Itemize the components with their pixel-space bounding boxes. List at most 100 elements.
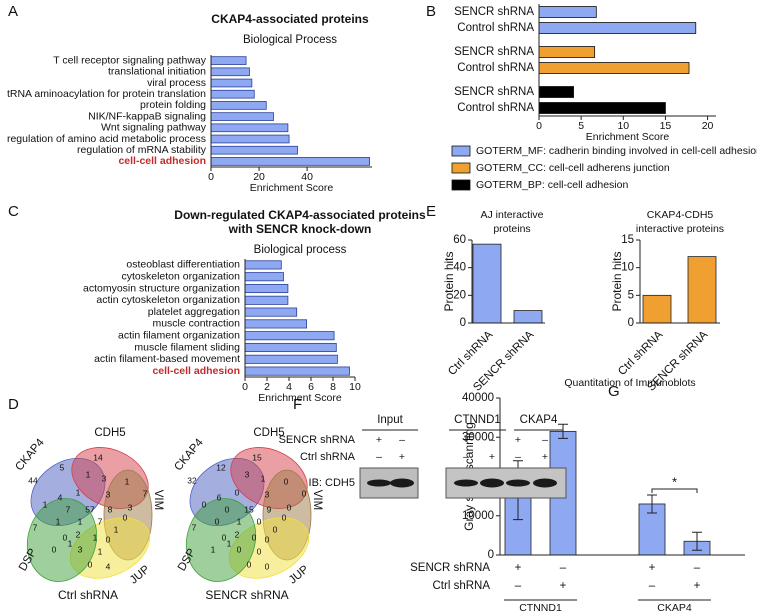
y-tick-label: 0 bbox=[488, 549, 494, 561]
x-tick-label: 8 bbox=[330, 381, 336, 393]
chart-subtitle: Biological process bbox=[254, 244, 347, 256]
condition-sign: – bbox=[515, 580, 522, 592]
venn-count: 1 bbox=[76, 487, 81, 497]
error-bar bbox=[558, 423, 568, 439]
x-tick-label: 10 bbox=[349, 381, 361, 393]
x-tick-label: 40 bbox=[301, 171, 313, 183]
y-tick-label: platelet aggregation bbox=[148, 306, 240, 318]
blot-band bbox=[454, 479, 478, 487]
venn-count: 5 bbox=[60, 462, 65, 472]
blot-column-label: Input bbox=[377, 414, 403, 426]
x-tick-label: 20 bbox=[702, 120, 714, 132]
y-tick-label: muscle contraction bbox=[152, 318, 240, 330]
y-tick-label: 40000 bbox=[462, 392, 494, 404]
bar bbox=[244, 272, 284, 282]
y-tick-label: cell-cell adhesion bbox=[152, 365, 240, 377]
venn-count: 57 bbox=[85, 504, 95, 514]
condition-sign: – bbox=[560, 562, 567, 574]
y-tick-label: NIK/NF-kappaB signaling bbox=[88, 110, 206, 122]
venn-count: 1 bbox=[261, 473, 266, 483]
venn-count: 1 bbox=[86, 469, 91, 479]
venn-set-label: VIM bbox=[152, 490, 164, 510]
venn-count: 1 bbox=[93, 532, 98, 542]
chart-title: AJ interactive bbox=[480, 209, 543, 221]
x-axis-title: Enrichment Score bbox=[258, 392, 342, 404]
bar bbox=[538, 86, 574, 98]
venn-count: 4 bbox=[106, 561, 111, 571]
blot-band bbox=[480, 478, 504, 488]
chart-title: interactive proteins bbox=[636, 223, 724, 235]
y-tick-label: actin cytoskeleton organization bbox=[96, 294, 240, 306]
x-axis-title: Enrichment Score bbox=[250, 182, 334, 194]
y-tick-label: 10 bbox=[621, 262, 634, 274]
venn-count: 0 bbox=[215, 516, 220, 526]
significance-bracket bbox=[651, 488, 698, 493]
venn-set-label: CDH5 bbox=[94, 427, 125, 439]
panel-label: F bbox=[293, 396, 302, 413]
venn-count: 1 bbox=[98, 546, 103, 556]
y-tick-label: actomyosin structure organization bbox=[83, 282, 240, 294]
bar bbox=[210, 157, 370, 166]
venn-count: 0 bbox=[284, 476, 289, 486]
venn-count: 0 bbox=[88, 559, 93, 569]
y-tick-label: SENCR shRNA bbox=[454, 46, 534, 58]
blot-sign: – bbox=[542, 434, 548, 446]
bar bbox=[210, 78, 253, 88]
bar bbox=[210, 112, 274, 121]
venn-count: 0 bbox=[257, 546, 262, 556]
venn-count: 7 bbox=[98, 516, 103, 526]
y-tick-label: 40 bbox=[453, 262, 466, 274]
venn-count: 2 bbox=[76, 529, 81, 539]
bar bbox=[244, 295, 289, 305]
blot-band bbox=[533, 478, 557, 488]
blot-sign: – bbox=[376, 451, 382, 463]
x-tick-label: 6 bbox=[308, 381, 314, 393]
y-tick-label: 0 bbox=[628, 317, 634, 329]
blot-band bbox=[390, 478, 414, 488]
bar bbox=[244, 354, 338, 364]
legend-swatch bbox=[451, 162, 471, 174]
bar bbox=[513, 310, 543, 324]
blot-sign: + bbox=[463, 434, 469, 446]
venn-set-label: CKAP4 bbox=[172, 436, 206, 473]
venn-count: 7 bbox=[143, 488, 148, 498]
venn-count: 0 bbox=[273, 524, 278, 534]
y-tick-label: cytoskeleton organization bbox=[122, 270, 241, 282]
legend-label: GOTERM_MF: cadherin binding involved in … bbox=[476, 145, 757, 157]
legend-swatch bbox=[451, 145, 471, 157]
chart-title: Quantitation of Immunoblots bbox=[564, 377, 695, 389]
blot-sign: + bbox=[376, 434, 382, 446]
blot-sign: – bbox=[463, 451, 469, 463]
venn-count: 0 bbox=[106, 534, 111, 544]
y-tick-label: actin filament organization bbox=[118, 329, 240, 341]
blot-sign: – bbox=[489, 434, 495, 446]
y-tick-label: 60 bbox=[453, 234, 466, 246]
panel-label: C bbox=[8, 203, 19, 220]
x-tick-label: 4 bbox=[286, 381, 292, 393]
venn-count: 7 bbox=[33, 522, 38, 532]
venn-set-label: VIM bbox=[311, 490, 323, 510]
venn-count: 3 bbox=[265, 489, 270, 499]
x-tick-label: 0 bbox=[536, 120, 542, 132]
error-bar bbox=[647, 494, 657, 514]
blot-sign: + bbox=[489, 451, 495, 463]
venn-count: 0 bbox=[235, 487, 240, 497]
blot-sign: + bbox=[399, 451, 405, 463]
y-tick-label: SENCR shRNA bbox=[454, 86, 534, 98]
venn-count: 15 bbox=[252, 452, 262, 462]
y-tick-label: Control shRNA bbox=[457, 62, 534, 74]
chart-title: proteins bbox=[493, 223, 530, 235]
condition-sign: + bbox=[515, 562, 522, 574]
venn-count: 0 bbox=[225, 504, 230, 514]
venn-count: 1 bbox=[68, 538, 73, 548]
venn-set bbox=[186, 498, 256, 582]
x-tick-label: Ctrl shRNA bbox=[616, 329, 665, 378]
chart-title: CKAP4-CDH5 bbox=[647, 209, 714, 221]
bar bbox=[210, 145, 298, 155]
bar bbox=[538, 102, 666, 114]
venn-count: 0 bbox=[302, 488, 307, 498]
venn-count: 32 bbox=[187, 475, 197, 485]
y-tick-label: 0 bbox=[460, 317, 466, 329]
bar bbox=[642, 294, 672, 324]
venn-count: 1 bbox=[78, 516, 83, 526]
